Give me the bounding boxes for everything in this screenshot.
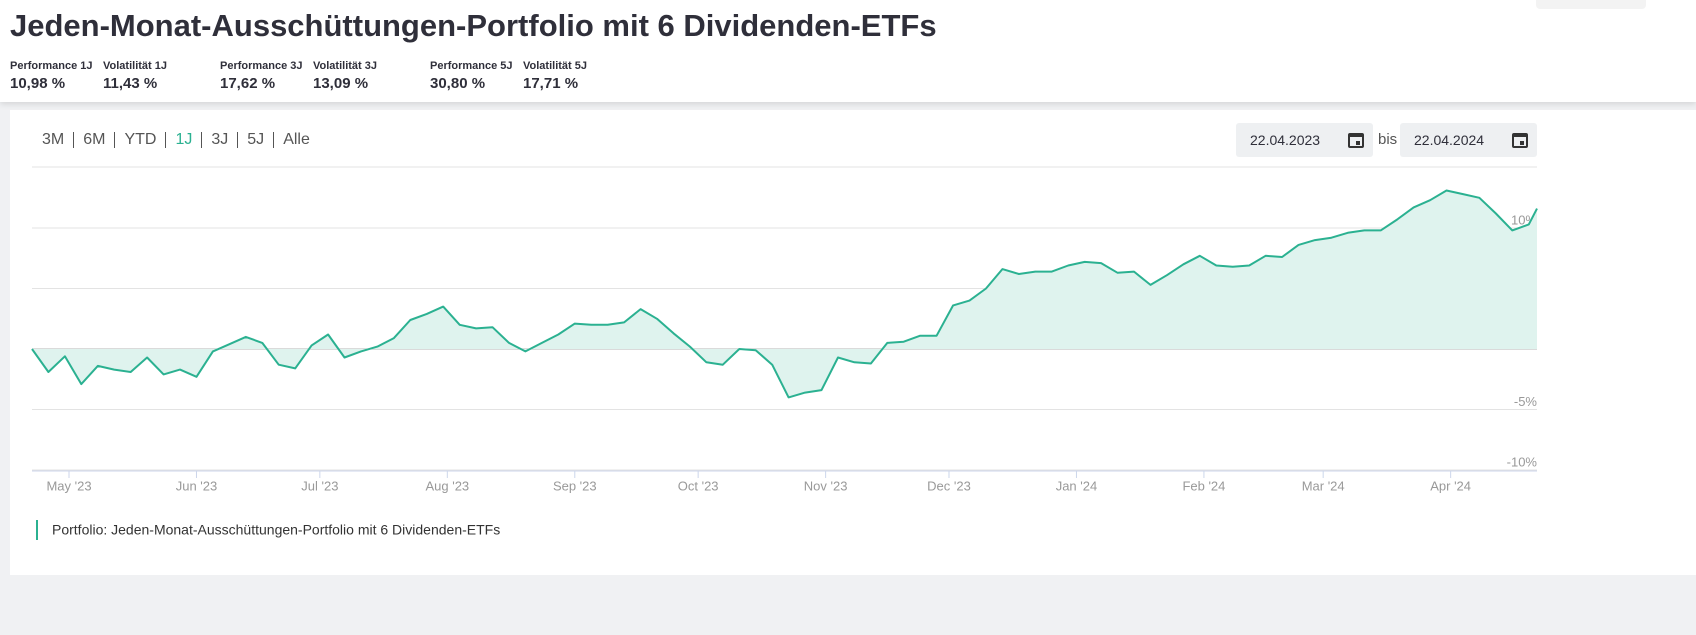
x-tick-label: Feb '24 bbox=[1182, 478, 1225, 493]
y-tick-label: -5% bbox=[1514, 394, 1538, 409]
date-from[interactable]: 22.04.2023 bbox=[1236, 123, 1373, 157]
header-tab[interactable] bbox=[1536, 0, 1646, 9]
x-tick-label: Jun '23 bbox=[176, 478, 218, 493]
x-tick-label: Oct '23 bbox=[678, 478, 719, 493]
date-from-text: 22.04.2023 bbox=[1250, 132, 1321, 148]
metric-value: 30,80 % bbox=[430, 75, 486, 92]
metric: Performance 3J 17,62 % bbox=[220, 60, 313, 92]
metric-label: Volatilität 3J bbox=[313, 60, 377, 72]
date-to-text: 22.04.2024 bbox=[1414, 132, 1485, 148]
range-button[interactable]: Alle bbox=[273, 132, 319, 148]
area bbox=[32, 190, 1537, 398]
x-tick-label: Jul '23 bbox=[301, 478, 338, 493]
x-tick-label: Mar '24 bbox=[1302, 478, 1345, 493]
x-tick-label: Jan '24 bbox=[1056, 478, 1098, 493]
metric-label: Performance 1J bbox=[10, 60, 93, 72]
metric-value: 17,62 % bbox=[220, 75, 276, 92]
date-to[interactable]: 22.04.2024 bbox=[1400, 123, 1537, 157]
x-tick-label: Dec '23 bbox=[927, 478, 971, 493]
metric: Volatilität 3J 13,09 % bbox=[313, 60, 413, 92]
metric: Volatilität 5J 17,71 % bbox=[523, 60, 623, 92]
y-tick-label: -10% bbox=[1507, 454, 1538, 469]
x-tick-label: Nov '23 bbox=[804, 478, 848, 493]
x-tick-label: May '23 bbox=[46, 478, 91, 493]
x-tick-label: Apr '24 bbox=[1430, 478, 1471, 493]
range-button[interactable]: 6M bbox=[73, 132, 114, 148]
x-tick-label: Sep '23 bbox=[553, 478, 597, 493]
date-separator: bis bbox=[1378, 131, 1398, 148]
page-title: Jeden-Monat-Ausschüttungen-Portfolio mit… bbox=[10, 8, 937, 43]
legend-swatch bbox=[36, 520, 38, 540]
metric-value: 17,71 % bbox=[523, 75, 579, 92]
metric: Volatilität 1J 11,43 % bbox=[103, 60, 203, 92]
metric-value: 10,98 % bbox=[10, 75, 66, 92]
metric-label: Volatilität 1J bbox=[103, 60, 167, 72]
calendar-icon bbox=[1348, 133, 1364, 148]
calendar-icon bbox=[1512, 133, 1528, 148]
metric: Performance 1J 10,98 % bbox=[10, 60, 103, 92]
metric: Performance 5J 30,80 % bbox=[430, 60, 523, 92]
metrics: Performance 1J 10,98 % Volatilität 1J 11,43… bbox=[10, 60, 640, 92]
metric-value: 13,09 % bbox=[313, 75, 369, 92]
metric-value: 11,43 % bbox=[103, 75, 158, 92]
x-tick-label: Aug '23 bbox=[425, 478, 469, 493]
range-button[interactable]: 1J bbox=[165, 132, 201, 148]
range-button[interactable]: YTD bbox=[114, 132, 165, 148]
metric-label: Performance 3J bbox=[220, 60, 303, 72]
metric-label: Volatilität 5J bbox=[523, 60, 587, 72]
range-button[interactable]: 5J bbox=[237, 132, 273, 148]
range-selector: 3M 6M YTD 1J 3J 5J Alle bbox=[38, 132, 319, 148]
range-button[interactable]: 3J bbox=[201, 132, 237, 148]
header: Jeden-Monat-Ausschüttungen-Portfolio mit… bbox=[0, 0, 1696, 102]
range-button[interactable]: 3M bbox=[42, 131, 65, 148]
metric-label: Performance 5J bbox=[430, 60, 513, 72]
legend-label: Portfolio: Jeden-Monat-Ausschüttungen-Po… bbox=[52, 522, 500, 538]
line bbox=[31, 189, 1538, 399]
